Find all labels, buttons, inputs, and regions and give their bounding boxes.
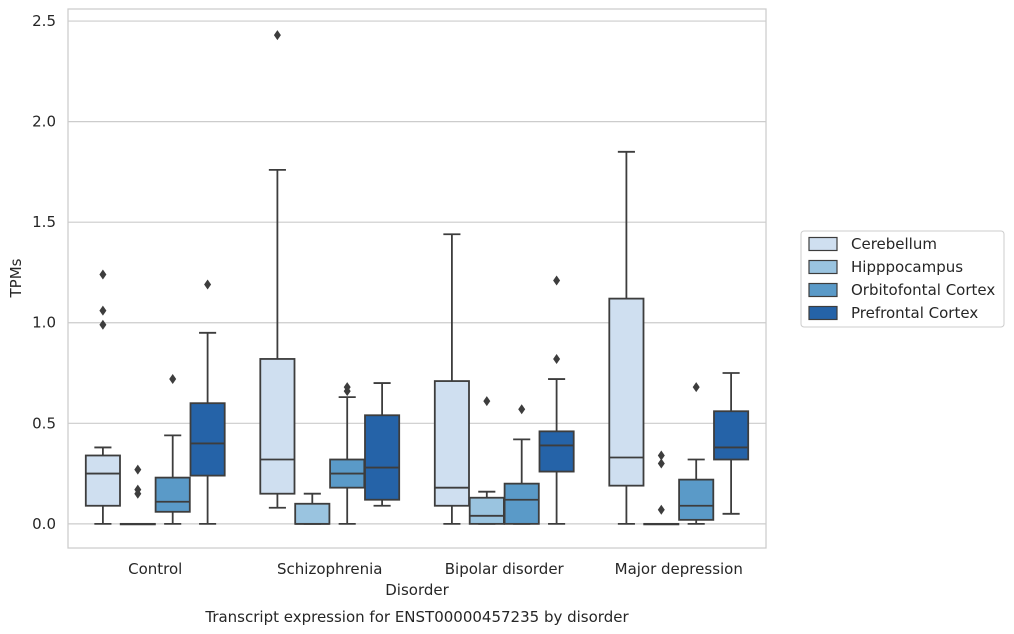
box-cerebellum xyxy=(84,269,121,525)
box-iqr xyxy=(189,402,226,477)
box-iqr xyxy=(468,496,505,525)
x-axis-ticks: Control Schizophrenia Bipolar disorder Majo… xyxy=(128,560,743,578)
box-iqr xyxy=(259,358,296,495)
box-hipppocampus xyxy=(643,450,680,526)
outlier-point xyxy=(343,382,351,393)
box-iqr xyxy=(364,414,401,501)
box-orbitofontal-cortex xyxy=(678,382,715,525)
y-tick-label: 2.5 xyxy=(32,12,56,30)
outlier-point xyxy=(134,464,142,475)
outlier-point xyxy=(99,269,107,280)
outlier-point xyxy=(518,404,526,415)
box-prefrontal-cortex xyxy=(189,279,226,525)
box-cerebellum xyxy=(608,150,645,525)
outlier-point xyxy=(169,374,177,385)
y-tick-label: 1.0 xyxy=(32,314,56,332)
legend-swatch xyxy=(808,282,838,298)
box-iqr xyxy=(433,380,470,507)
outlier-point xyxy=(657,450,665,461)
box-orbitofontal-cortex xyxy=(503,404,540,525)
box-iqr xyxy=(503,482,540,525)
outlier-point xyxy=(553,275,561,286)
outlier-point xyxy=(657,504,665,515)
box-prefrontal-cortex xyxy=(364,382,401,507)
box-orbitofontal-cortex xyxy=(154,374,191,525)
box-hipppocampus xyxy=(119,464,156,526)
outlier-point xyxy=(99,305,107,316)
box-iqr xyxy=(84,454,121,507)
box-iqr xyxy=(538,430,575,473)
legend-label: Hipppocampus xyxy=(851,258,963,276)
legend-label: Cerebellum xyxy=(851,235,937,253)
y-tick-label: 1.5 xyxy=(32,213,56,231)
legend: Cerebellum Hipppocampus Orbitofontal Corte… xyxy=(800,230,1005,328)
x-tick-label: Bipolar disorder xyxy=(445,560,565,578)
y-tick-label: 0.0 xyxy=(32,515,56,533)
plot-area-frame xyxy=(67,8,767,549)
box-iqr xyxy=(678,478,715,521)
outlier-point xyxy=(204,279,212,290)
outlier-point xyxy=(99,319,107,330)
box-hipppocampus xyxy=(468,396,505,525)
y-axis-ticks: 0.0 0.5 1.0 1.5 2.0 2.5 xyxy=(32,12,56,533)
box-iqr xyxy=(608,297,645,487)
box-iqr xyxy=(154,476,191,513)
outlier-point xyxy=(273,30,281,41)
outlier-point xyxy=(134,484,142,495)
x-tick-label: Control xyxy=(128,560,182,578)
box-prefrontal-cortex xyxy=(538,275,575,525)
outlier-point xyxy=(483,396,491,407)
legend-swatch xyxy=(808,305,838,321)
legend-swatch xyxy=(808,236,838,252)
legend-frame xyxy=(800,230,1005,328)
chart-title: Transcript expression for ENST0000045723… xyxy=(204,608,629,626)
legend-swatch xyxy=(808,259,838,275)
y-tick-label: 2.0 xyxy=(32,113,56,131)
box-cerebellum xyxy=(259,30,296,509)
x-tick-label: Schizophrenia xyxy=(277,560,382,578)
box-iqr xyxy=(294,502,331,525)
y-axis-title: TPMs xyxy=(7,258,25,298)
x-tick-label: Major depression xyxy=(615,560,743,578)
legend-label: Orbitofontal Cortex xyxy=(851,281,995,299)
legend-label: Prefrontal Cortex xyxy=(851,304,978,322)
outlier-point xyxy=(657,458,665,469)
box-iqr xyxy=(713,410,750,461)
box-cerebellum xyxy=(433,233,470,525)
outlier-point xyxy=(692,382,700,393)
box-prefrontal-cortex xyxy=(713,372,750,515)
box-hipppocampus xyxy=(294,492,331,525)
outlier-point xyxy=(553,353,561,364)
y-tick-label: 0.5 xyxy=(32,414,56,432)
box-orbitofontal-cortex xyxy=(329,382,366,525)
x-axis-title: Disorder xyxy=(385,581,449,599)
box-series xyxy=(84,30,750,526)
